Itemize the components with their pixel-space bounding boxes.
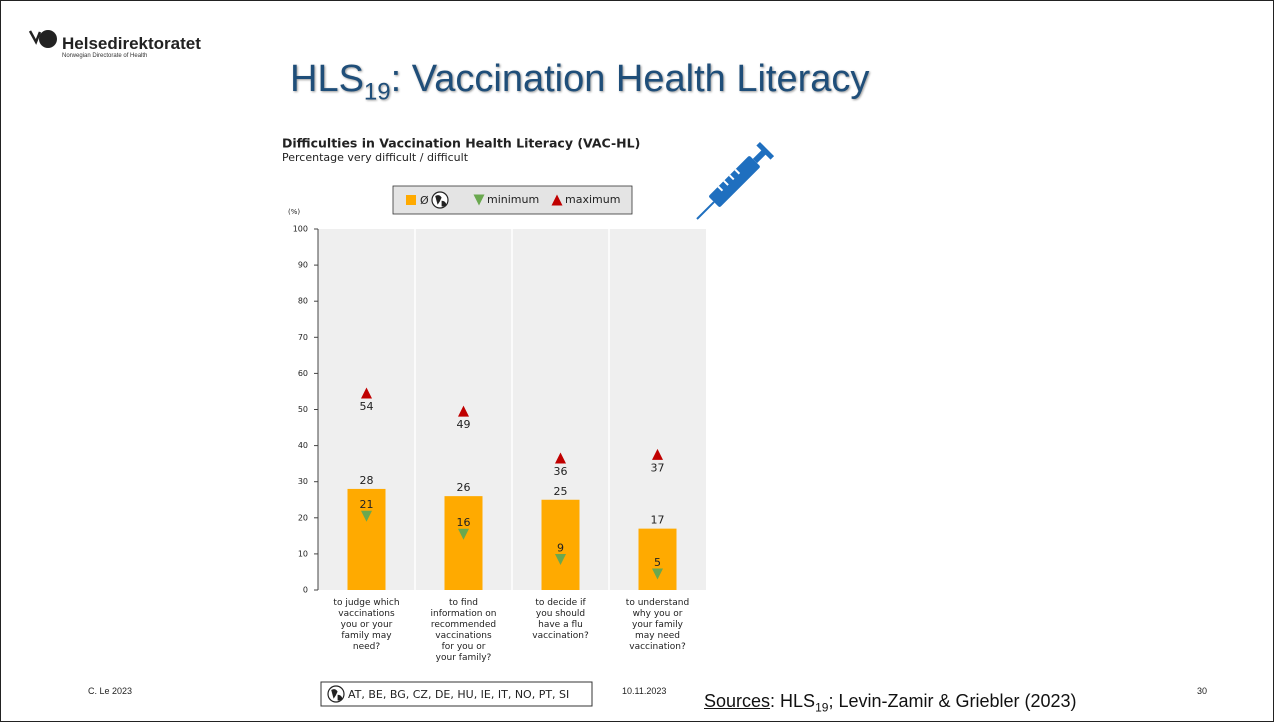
chart-title: Difficulties in Vaccination Health Liter… — [282, 136, 640, 151]
logo-icon — [28, 30, 57, 48]
y-tick-label: 0 — [303, 586, 308, 595]
y-unit: (%) — [288, 208, 300, 216]
legend-marker — [551, 194, 563, 206]
chart-subtitle: Percentage very difficult / difficult — [282, 151, 469, 164]
maximum-marker — [555, 452, 566, 464]
y-tick-label: 10 — [298, 549, 308, 558]
title-text: HLS — [290, 58, 364, 100]
sources-text: ; Levin-Zamir & Griebler (2023) — [828, 691, 1077, 711]
slide-title: HLS19: Vaccination Health Literacy — [290, 58, 869, 107]
title-subscript: 19 — [363, 78, 391, 106]
x-tick-label: to judge which vaccinations you or your fam… — [333, 598, 399, 652]
countries-note: AT, BE, BG, CZ, DE, HU, IE, IT, NO, PT, … — [348, 688, 569, 701]
minimum-marker — [652, 568, 663, 580]
legend-label: maximum — [565, 193, 620, 206]
title-text: : Vaccination Health Literacy — [390, 58, 870, 100]
maximum-value-label: 54 — [360, 400, 374, 413]
y-tick-label: 30 — [298, 477, 308, 486]
sources-label: Sources — [704, 691, 771, 711]
y-tick-label: 100 — [293, 225, 308, 234]
minimum-value-label: 9 — [557, 542, 564, 555]
y-tick-label: 80 — [298, 297, 308, 306]
minimum-value-label: 5 — [654, 556, 661, 569]
globe-icon — [331, 689, 343, 701]
logo-subtitle: Norwegian Directorate of Health — [62, 53, 148, 59]
bar-value-label: 25 — [554, 485, 568, 498]
legend-label: minimum — [487, 193, 539, 206]
page-number: 30 — [1197, 686, 1208, 696]
minimum-value-label: 16 — [457, 516, 471, 529]
x-tick-label: to understand why you or your family may ne… — [626, 598, 689, 652]
sources: Sources: HLS19; Levin-Zamir & Griebler (… — [704, 691, 1077, 715]
y-tick-label: 40 — [298, 441, 308, 450]
x-tick-label: to find information on recommended vaccinat… — [430, 598, 496, 663]
bar — [541, 499, 580, 590]
y-tick-label: 90 — [298, 261, 308, 270]
bar — [638, 528, 677, 590]
legend-swatch — [406, 195, 416, 205]
y-tick-label: 50 — [298, 405, 308, 414]
author: C. Le 2023 — [88, 686, 133, 696]
maximum-value-label: 37 — [651, 461, 665, 474]
bar-value-label: 28 — [360, 474, 374, 487]
maximum-marker — [361, 387, 372, 399]
minimum-value-label: 21 — [360, 498, 374, 511]
y-tick-label: 60 — [298, 369, 308, 378]
maximum-value-label: 36 — [554, 465, 568, 478]
syringe-icon — [696, 141, 775, 220]
x-tick-label: to decide if you should have a flu vaccinat… — [532, 598, 589, 641]
bar-value-label: 17 — [651, 514, 665, 527]
y-tick-label: 20 — [298, 513, 308, 522]
maximum-value-label: 49 — [457, 418, 471, 431]
maximum-marker — [652, 448, 663, 460]
sources-subscript: 19 — [815, 700, 829, 715]
date: 10.11.2023 — [622, 686, 667, 696]
bar-value-label: 26 — [457, 481, 471, 494]
globe-icon — [435, 195, 447, 207]
minimum-marker — [458, 528, 469, 540]
bar — [347, 488, 386, 590]
countries-box — [320, 681, 593, 707]
legend-marker — [473, 194, 485, 206]
minimum-marker — [555, 554, 566, 566]
maximum-marker — [458, 405, 469, 417]
y-tick-label: 70 — [298, 333, 308, 342]
sources-text: : HLS — [770, 691, 816, 711]
minimum-marker — [361, 510, 372, 522]
logo-name: Helsedirektoratet — [62, 34, 201, 53]
legend-label: Ø — [420, 194, 429, 207]
bar — [444, 496, 483, 590]
